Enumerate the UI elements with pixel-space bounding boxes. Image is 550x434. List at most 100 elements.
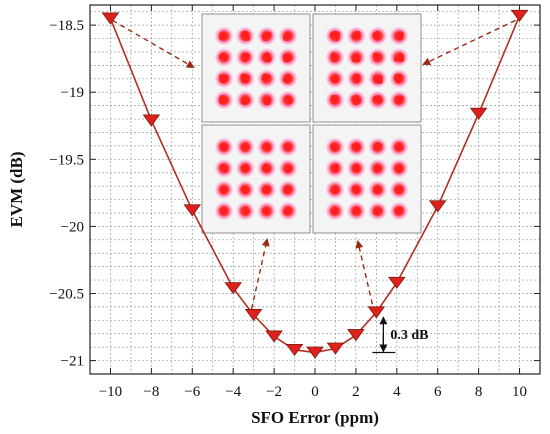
constellation-point [372,95,379,101]
constellation-point [240,30,247,37]
evm-series [101,9,529,359]
constellation-point [395,97,401,104]
constellation-point [333,76,339,82]
constellation-point [262,36,268,42]
constellation-point [218,74,224,80]
constellation-point [264,208,270,214]
constellation-point [374,142,380,148]
constellation-point [372,33,378,39]
constellation-point [220,34,226,41]
constellation-point [244,98,251,104]
constellation-point [263,53,269,60]
constellation-bottom-left [201,124,311,234]
constellation-point [395,207,401,214]
y-tick-label: −21 [61,354,84,370]
evm-data-point [306,346,324,359]
evm-data-point [265,330,283,343]
constellation-point [355,209,361,215]
x-tick-label: 0 [311,384,319,400]
constellation-point [285,31,291,38]
constellation-point [355,33,361,40]
y-tick-label: −18.5 [49,18,84,34]
y-axis-title: EVM (dB) [7,151,26,227]
constellation-point [331,165,337,171]
constellation-point [373,209,379,216]
constellation-point [356,98,362,104]
y-tick-label: −20.5 [49,286,84,302]
annotation-label: 0.3 dB [390,328,428,343]
constellation-point [397,52,404,58]
x-tick-label: 10 [512,384,527,400]
constellation-point [218,97,225,104]
evm-data-point [244,309,263,322]
constellation-point [284,78,290,84]
evm-data-point [326,342,345,355]
x-tick-label: 2 [352,384,360,400]
constellation-point [375,54,382,60]
constellation-point [354,166,360,172]
axes: −10 −8 −6 −4 −2 0 2 4 6 8 10−18.5−19−19.5−20−20.5−… [49,4,541,400]
constellation-point [245,35,251,42]
evm-data-point [510,9,529,22]
constellation-point [262,188,268,194]
constellation-point [351,55,357,61]
constellation-point [377,78,383,84]
y-tick-label: −19 [61,85,84,101]
constellation-bottom-right [312,124,422,234]
x-tick-label: 6 [434,384,442,400]
x-tick-label: −8 [143,384,159,400]
constellation-point [221,164,227,170]
constellation-point [333,185,339,191]
evm-data-point [285,343,304,357]
constellation-point [393,56,399,62]
constellation-point [329,31,336,37]
evm-data-point [101,12,120,25]
constellation-point [351,185,358,191]
constellation-point [262,165,268,171]
constellation-point [330,143,336,150]
y-tick-label: −19.5 [49,152,84,168]
constellation-point [394,73,400,79]
constellation-point [220,208,226,214]
constellation-point [240,73,246,79]
constellation-insets [201,13,422,234]
constellation-point [373,75,379,81]
constellation-point [287,98,293,104]
evm-data-point [469,107,488,120]
inset-pointer-arrow [112,19,195,69]
constellation-point [334,36,340,42]
evm-data-point [428,200,447,213]
constellation-point [374,166,380,172]
constellation-point [222,77,228,83]
constellation-point [330,52,336,58]
constellation-point [397,165,403,171]
x-tick-label: −4 [225,384,241,400]
evm-data-point [367,306,386,319]
evm-data-point [224,282,242,295]
constellation-point [264,145,270,151]
constellation-point [377,74,383,81]
constellation-point [244,74,250,80]
constellation-point [222,186,228,192]
constellation-point [354,74,360,80]
constellation-point [243,143,249,149]
constellation-point [244,52,250,58]
constellation-point [353,145,359,151]
evm-data-point [347,329,365,342]
evm-difference-annotation: 0.3 dB [372,316,428,354]
constellation-point [332,56,338,62]
constellation-point [330,97,336,103]
x-tick-label: 4 [393,384,401,400]
constellation-point [286,208,293,214]
constellation-point [242,164,248,170]
inset-pointer-arrow [355,240,374,305]
constellation-top-right [312,13,422,123]
constellation-point [263,31,269,38]
x-tick-label: −2 [266,384,282,400]
constellation-point [331,208,337,214]
constellation-point [286,185,293,191]
y-tick-label: −20 [61,219,84,235]
x-tick-label: −10 [99,384,122,400]
constellation-point [396,32,402,38]
